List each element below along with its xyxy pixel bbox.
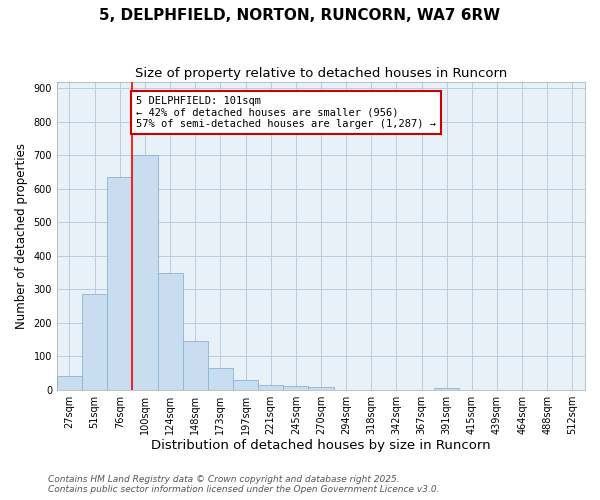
Bar <box>82 294 107 390</box>
Bar <box>308 387 334 390</box>
Y-axis label: Number of detached properties: Number of detached properties <box>15 142 28 328</box>
Bar <box>57 376 82 390</box>
Title: Size of property relative to detached houses in Runcorn: Size of property relative to detached ho… <box>135 68 507 80</box>
Bar <box>434 388 459 390</box>
Bar <box>208 368 233 390</box>
Bar <box>258 384 283 390</box>
Text: Contains HM Land Registry data © Crown copyright and database right 2025.
Contai: Contains HM Land Registry data © Crown c… <box>48 474 439 494</box>
Bar <box>182 341 208 390</box>
X-axis label: Distribution of detached houses by size in Runcorn: Distribution of detached houses by size … <box>151 440 491 452</box>
Bar <box>133 156 158 390</box>
Bar <box>158 272 182 390</box>
Bar <box>107 177 133 390</box>
Text: 5, DELPHFIELD, NORTON, RUNCORN, WA7 6RW: 5, DELPHFIELD, NORTON, RUNCORN, WA7 6RW <box>100 8 500 22</box>
Bar <box>283 386 308 390</box>
Bar <box>233 380 258 390</box>
Text: 5 DELPHFIELD: 101sqm
← 42% of detached houses are smaller (956)
57% of semi-deta: 5 DELPHFIELD: 101sqm ← 42% of detached h… <box>136 96 436 129</box>
